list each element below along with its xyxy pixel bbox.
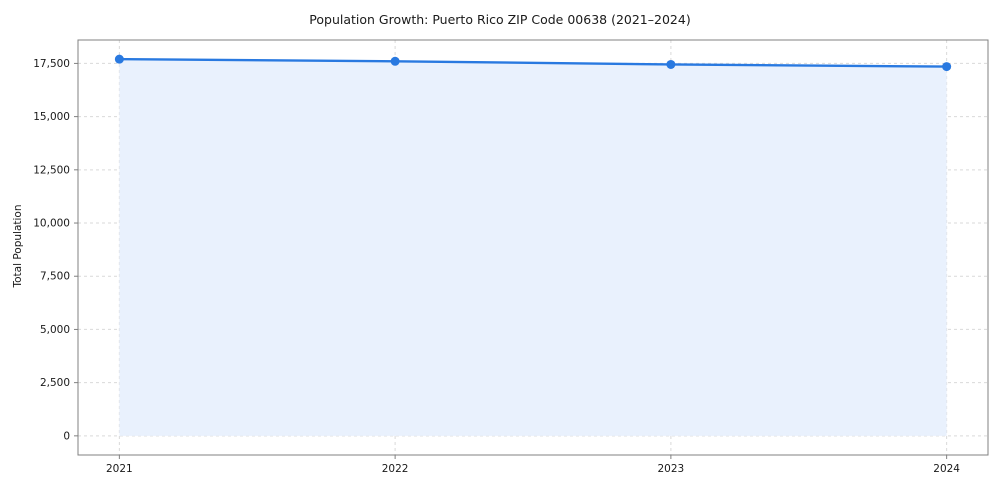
- data-point: [666, 59, 676, 69]
- y-axis-label: Total Population: [12, 204, 24, 288]
- y-tick-label: 17,500: [33, 58, 70, 70]
- y-tick-label: 0: [63, 430, 70, 442]
- x-tick-label: 2023: [658, 463, 685, 475]
- y-tick-label: 10,000: [33, 218, 70, 230]
- data-line: [118, 57, 948, 68]
- area-fill: [119, 59, 947, 436]
- x-tick-label: 2021: [106, 463, 133, 475]
- y-tick-label: 15,000: [33, 111, 70, 123]
- x-tick-label: 2024: [933, 463, 960, 475]
- axes-spines: [77, 39, 989, 456]
- data-point: [390, 56, 400, 66]
- y-tick-label: 7,500: [40, 271, 70, 283]
- y-tick-label: 12,500: [33, 164, 70, 176]
- chart-title: Population Growth: Puerto Rico ZIP Code …: [309, 12, 691, 27]
- data-point: [114, 54, 124, 64]
- y-tick-label: 2,500: [40, 377, 70, 389]
- data-point: [942, 62, 952, 72]
- x-tick-label: 2022: [382, 463, 409, 475]
- y-tick-label: 5,000: [40, 324, 70, 336]
